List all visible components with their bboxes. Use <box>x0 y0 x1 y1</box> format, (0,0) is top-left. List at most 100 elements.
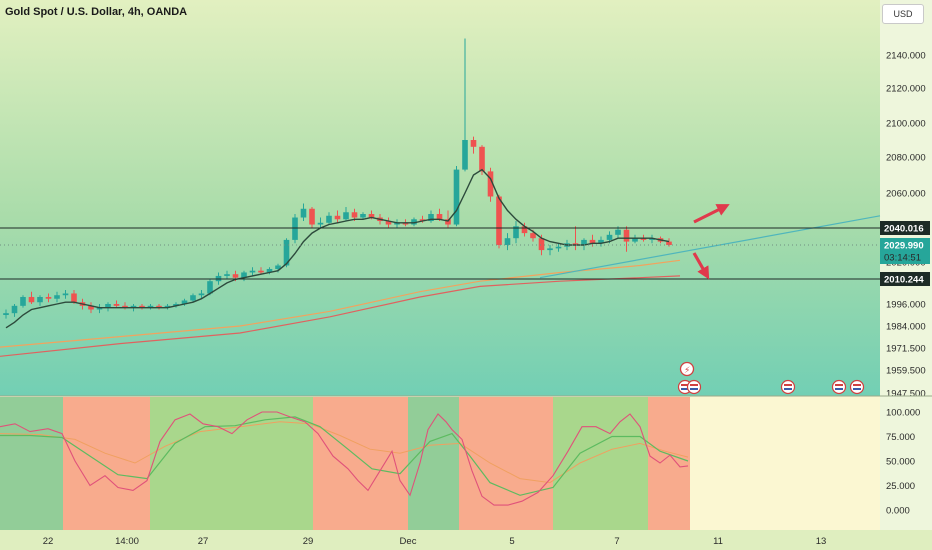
candle-body <box>292 217 298 240</box>
candle-39 <box>334 210 341 223</box>
price-tick-2: 2100.000 <box>886 119 926 130</box>
candle-body <box>130 305 137 308</box>
main-pane-background <box>0 0 880 396</box>
candle-body <box>232 274 239 278</box>
event-glyph: ⚡ <box>684 366 690 376</box>
candle-45 <box>385 217 392 229</box>
candle-48 <box>411 217 417 227</box>
horizontal-price-lines <box>0 227 880 280</box>
candle-body <box>385 221 392 225</box>
candle-body <box>453 169 460 225</box>
time-tick-8: 13 <box>816 536 827 547</box>
flag-stripe <box>835 384 843 386</box>
price-line-tag-1: 2010.244 <box>884 275 924 286</box>
candle-68 <box>581 238 587 251</box>
candle-74 <box>632 234 638 244</box>
candle-body <box>351 212 358 218</box>
flag-stripe <box>853 388 861 390</box>
candle-body <box>96 307 103 310</box>
indicator-tick-0: 100.000 <box>886 408 920 419</box>
candle-body <box>198 293 205 296</box>
event-icons[interactable]: ⚡ <box>677 361 865 395</box>
candle-body <box>62 293 69 296</box>
currency-button[interactable]: USD <box>882 4 924 24</box>
candle-29 <box>249 267 256 276</box>
stoch-zone-6 <box>553 397 648 530</box>
candle-17 <box>147 304 154 310</box>
candle-body <box>598 239 604 244</box>
candle-24 <box>207 279 213 296</box>
indicator-tick-1: 75.000 <box>886 432 915 443</box>
candle-body <box>360 214 366 218</box>
candle-body <box>241 272 247 278</box>
flag-circle <box>686 379 702 395</box>
candle-body <box>334 215 341 220</box>
candle-42 <box>360 212 366 220</box>
candle-body <box>54 295 60 299</box>
price-tick-7: 1984.000 <box>886 322 926 333</box>
candle-76 <box>649 234 655 244</box>
candle-38 <box>326 212 332 225</box>
time-tick-0: 22 <box>43 536 54 547</box>
candle-53 <box>453 166 460 227</box>
flag-stripe <box>784 384 792 386</box>
indicator-tick-2: 50.000 <box>886 457 915 468</box>
stoch-zone-1 <box>63 397 150 530</box>
candle-body <box>156 305 162 308</box>
candle-3 <box>28 291 35 304</box>
candle-body <box>300 208 307 218</box>
time-tick-2: 27 <box>198 536 209 547</box>
candle-body <box>71 293 77 303</box>
candle-body <box>258 270 264 273</box>
stoch-zone-5 <box>459 397 553 530</box>
candle-body <box>538 238 545 251</box>
candle-body <box>547 248 553 251</box>
candle-34 <box>292 214 298 244</box>
candle-54 <box>462 38 468 172</box>
candle-26 <box>224 270 230 280</box>
candle-20 <box>173 302 179 308</box>
us-event-icon <box>849 379 865 395</box>
candle-78 <box>666 238 672 247</box>
candle-body <box>589 239 596 244</box>
flag-stripe <box>835 388 843 390</box>
price-line-tag-bg-1 <box>880 272 930 286</box>
candle-body <box>623 229 630 242</box>
candle-35 <box>300 203 307 222</box>
candle-67 <box>572 226 579 251</box>
annotation-arrows <box>692 204 730 280</box>
candle-body <box>479 146 485 172</box>
candle-0 <box>3 309 9 319</box>
stoch-signal-2-line <box>0 421 689 484</box>
candle-body <box>445 219 451 225</box>
candle-body <box>11 305 18 314</box>
candle-7 <box>62 289 69 299</box>
time-axis[interactable]: 22 14:00 27 29 Dec 5 7 11 13 <box>43 536 827 547</box>
arrow-down-icon <box>692 252 710 280</box>
candle-body <box>326 215 332 223</box>
candle-57 <box>487 167 494 202</box>
stoch-zone-4 <box>408 397 459 530</box>
stoch-d-line <box>0 416 689 496</box>
candle-body <box>275 265 281 269</box>
us-event-icon <box>780 379 796 395</box>
candle-52 <box>445 210 451 229</box>
candle-70 <box>598 236 604 247</box>
indicator-axis: 100.000 75.000 50.000 25.000 0.000 <box>886 408 920 517</box>
chart-title: Gold Spot / U.S. Dollar, 4h, OANDA <box>5 6 188 18</box>
candle-65 <box>555 243 562 252</box>
candle-55 <box>470 136 477 154</box>
candle-body <box>45 296 52 299</box>
candle-33 <box>283 238 290 268</box>
candle-body <box>317 222 324 225</box>
candle-19 <box>164 304 171 310</box>
price-tick-6: 1996.000 <box>886 300 926 311</box>
candle-23 <box>198 289 205 299</box>
candle-50 <box>428 210 434 223</box>
candle-body <box>20 296 26 306</box>
candle-body <box>266 268 273 273</box>
flag-stripe <box>853 384 861 386</box>
candle-body <box>521 226 528 234</box>
candle-2 <box>20 295 26 308</box>
